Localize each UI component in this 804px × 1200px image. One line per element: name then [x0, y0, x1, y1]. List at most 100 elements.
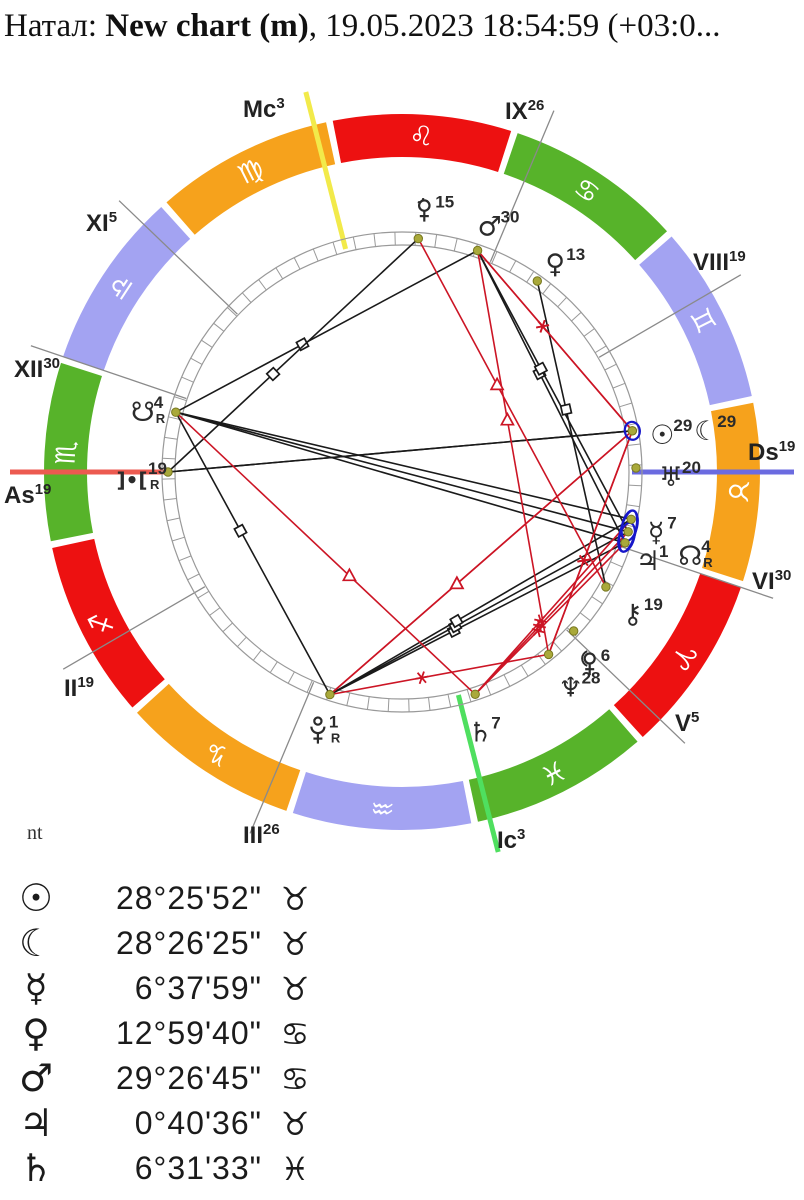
degree-tick: [181, 376, 194, 383]
degree-tick: [520, 664, 529, 677]
planet-sun-glyph: ☉29: [650, 416, 692, 451]
planet-mars-marker: [472, 245, 483, 256]
position-row-venus: ♀ 12°59'40" ♋: [0, 1011, 420, 1056]
chart-datetime: , 19.05.2023 18:54:59 (+03:0...: [308, 8, 721, 44]
degree-tick: [604, 363, 617, 371]
selena-icon: [581, 650, 596, 675]
house-label-mc: Mc3: [243, 95, 285, 123]
position-row-mercury: ☿ 6°37'59" ♉: [0, 966, 420, 1011]
planet-proserpina-marker: [163, 467, 173, 477]
sign-leo-segment: [332, 114, 512, 173]
square-aspect-icon: [559, 403, 573, 416]
degree-tick: [627, 443, 641, 446]
aspect-line-lilith-chiron-trine: [417, 238, 607, 588]
axis-mc-line: [303, 91, 349, 250]
planet-mercury-marker: [626, 514, 636, 524]
planet-venus-glyph: ♀ 13: [545, 245, 585, 280]
degree-tick: [552, 641, 563, 652]
mars-icon: ♂: [477, 212, 501, 243]
planet-snode-degree: 4: [154, 393, 164, 412]
sign-virgo-segment: [166, 122, 336, 235]
aspect-line-pluto-nnode-square: [329, 531, 629, 696]
degree-tick: [610, 561, 623, 568]
degree-tick: [346, 692, 351, 706]
sign-aquarius-segment: [292, 771, 472, 830]
degree-tick: [594, 345, 607, 354]
sextile-aspect-icon: [577, 554, 591, 567]
degree-tick: [557, 296, 567, 308]
planet-pluto-marker: [325, 689, 335, 700]
degree-tick: [252, 649, 262, 661]
uranus-icon: ♅: [659, 462, 683, 493]
degree-tick: [612, 382, 626, 389]
planet-selena-glyph: 6: [581, 646, 610, 675]
degree-tick: [226, 307, 238, 317]
planet-lilith-marker: [413, 233, 423, 244]
degree-tick: [166, 517, 180, 522]
planet-mars-glyph: ♂30: [477, 208, 519, 243]
degree-tick: [434, 234, 438, 248]
square-aspect-icon: [233, 523, 248, 539]
planet-snode-marker: [171, 407, 181, 417]
degree-tick: [579, 612, 591, 622]
planet-selena-marker: [569, 626, 579, 636]
aspect-line-venus-chiron-square: [536, 280, 607, 588]
degree-tick: [222, 622, 233, 633]
degree-tick: [201, 339, 213, 348]
planet-position-value: 28°25'52": [115, 880, 262, 916]
neptune-icon: ♆: [558, 672, 582, 703]
house-label-ic: Ic3: [497, 826, 525, 854]
degree-tick: [366, 696, 370, 710]
position-row-sun: ☉ 28°25'52" ♉: [0, 876, 420, 921]
planet-pluto-degree: 1: [329, 713, 338, 732]
jupiter-icon: ♃: [636, 546, 660, 577]
planet-mars-degree: 30: [501, 208, 520, 227]
trine-aspect-icon: [489, 376, 505, 391]
aspect-line-saturn-snode-trine: [175, 411, 476, 695]
aspect-line-pluto-jupiter-square: [329, 542, 626, 696]
planet-snode-retrograde: R: [156, 411, 166, 426]
moon-icon: ☾: [18, 921, 54, 965]
degree-tick: [571, 311, 582, 322]
degree-tick: [453, 238, 458, 252]
aspect-line-snode-mars-square: [175, 249, 478, 413]
degree-tick: [287, 671, 295, 684]
pluto-icon: [310, 716, 326, 744]
planet-venus-marker: [532, 276, 542, 286]
position-row-mars: ♂ 29°26'45" ♋: [0, 1056, 420, 1101]
aspect-line-saturn-mercury-sextile: [474, 518, 632, 695]
degree-tick: [190, 357, 203, 365]
degree-tick: [628, 484, 642, 487]
degree-tick: [209, 607, 221, 616]
sign-cancer-segment: [503, 133, 668, 261]
degree-tick: [187, 573, 200, 581]
planet-proserpina-glyph: ]•[19R: [116, 459, 166, 492]
degree-tick: [491, 251, 498, 264]
house-cusp-h8: [598, 274, 742, 358]
planet-moon-marker: [627, 426, 637, 436]
proserpina-icon: ]•[: [116, 468, 147, 492]
house-cusp-h12: [30, 345, 187, 400]
planet-selena-degree: 6: [601, 646, 610, 665]
aspect-line-saturn-jupiter-sextile: [474, 542, 626, 695]
house-label-h8: VIII19: [693, 248, 746, 276]
degree-tick: [619, 402, 633, 408]
mercury-icon: ☿: [648, 517, 665, 548]
aquarius-icon: ♒: [370, 791, 396, 823]
natal-wheel[interactable]: ♈ ♉ ♊ ♋ ♌ ♍ ♎ ♏ ♐ ♑ ♒ ♓ ☉ 29 ☾ 29 ☿ 7 ♀ 13 ♂ 30 ♃ 1 ♄ 7 ♅ 20 ♆ 28 1 R ☊…: [0, 0, 804, 872]
planet-neptune-glyph: ♆28: [558, 668, 600, 703]
planet-chiron-degree: 19: [644, 595, 663, 614]
degree-tick: [163, 498, 177, 501]
house-cusp-h3: [249, 681, 315, 834]
degree-tick: [332, 241, 338, 255]
planet-lilith-degree: 15: [435, 193, 454, 212]
natal-wheel-canvas[interactable]: ♈♉♊♋♌♍♎♏♐♑♒♓☉29 ☾29☿ 7♀ 13♂30♃1♄7♅20♆28 1R☊…: [0, 0, 804, 872]
position-row-saturn: ♄ 6°31'33" ♓: [0, 1146, 420, 1191]
planet-saturn-glyph: ♄7: [468, 713, 501, 748]
trine-aspect-icon: [449, 575, 465, 590]
sextile-aspect-icon: [536, 319, 550, 333]
aspect-line-mars-jupiter-square: [476, 250, 626, 544]
taurus-icon: ♉: [280, 879, 310, 918]
house-label-h5: V5: [675, 709, 699, 737]
planet-nnode-marker: [623, 527, 633, 537]
